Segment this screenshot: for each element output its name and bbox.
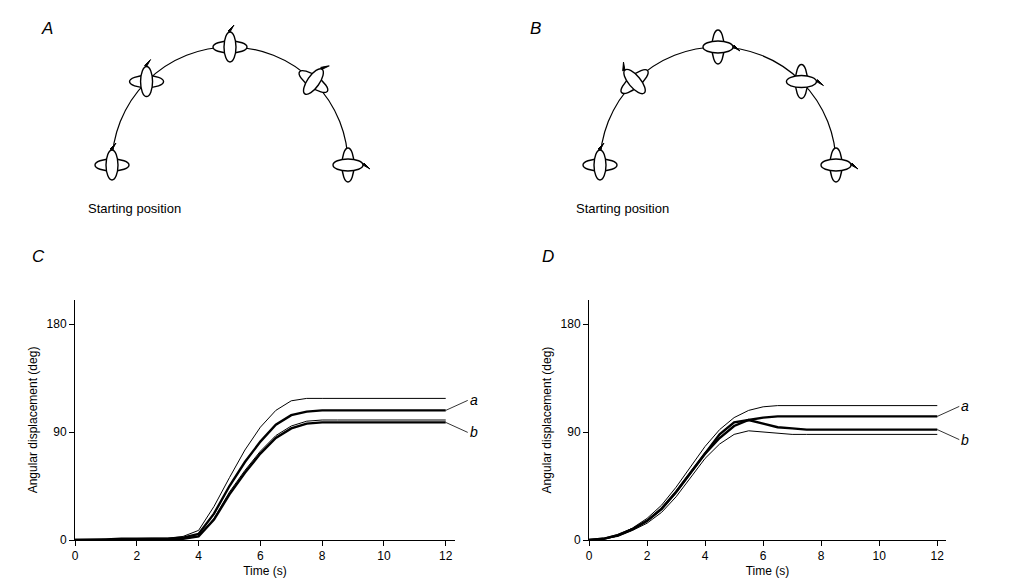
- svg-text:6: 6: [257, 549, 264, 563]
- svg-text:a: a: [470, 392, 478, 408]
- svg-text:A: A: [41, 19, 53, 38]
- svg-text:0: 0: [574, 533, 581, 547]
- svg-text:90: 90: [567, 425, 581, 439]
- svg-text:0: 0: [72, 549, 79, 563]
- svg-text:180: 180: [47, 317, 67, 331]
- svg-text:12: 12: [439, 549, 453, 563]
- svg-text:Starting position: Starting position: [88, 201, 181, 216]
- svg-text:B: B: [530, 19, 541, 38]
- svg-text:90: 90: [53, 425, 67, 439]
- svg-text:10: 10: [377, 549, 391, 563]
- svg-text:D: D: [542, 247, 554, 266]
- svg-text:a: a: [961, 398, 969, 414]
- svg-text:C: C: [32, 247, 45, 266]
- svg-text:10: 10: [873, 549, 887, 563]
- svg-text:8: 8: [319, 549, 326, 563]
- svg-text:Starting position: Starting position: [576, 201, 669, 216]
- svg-text:Angular displacement (deg): Angular displacement (deg): [26, 347, 40, 494]
- svg-text:b: b: [961, 432, 969, 448]
- svg-text:2: 2: [644, 549, 651, 563]
- svg-text:0: 0: [60, 533, 67, 547]
- svg-text:6: 6: [760, 549, 767, 563]
- svg-text:180: 180: [561, 317, 581, 331]
- svg-text:Time (s): Time (s): [243, 564, 287, 578]
- svg-text:Angular displacement (deg): Angular displacement (deg): [540, 347, 554, 494]
- svg-text:12: 12: [931, 549, 945, 563]
- svg-text:0: 0: [586, 549, 593, 563]
- svg-text:4: 4: [702, 549, 709, 563]
- svg-text:Time (s): Time (s): [746, 564, 790, 578]
- svg-text:2: 2: [133, 549, 140, 563]
- svg-text:4: 4: [195, 549, 202, 563]
- svg-text:b: b: [470, 424, 478, 440]
- svg-text:8: 8: [818, 549, 825, 563]
